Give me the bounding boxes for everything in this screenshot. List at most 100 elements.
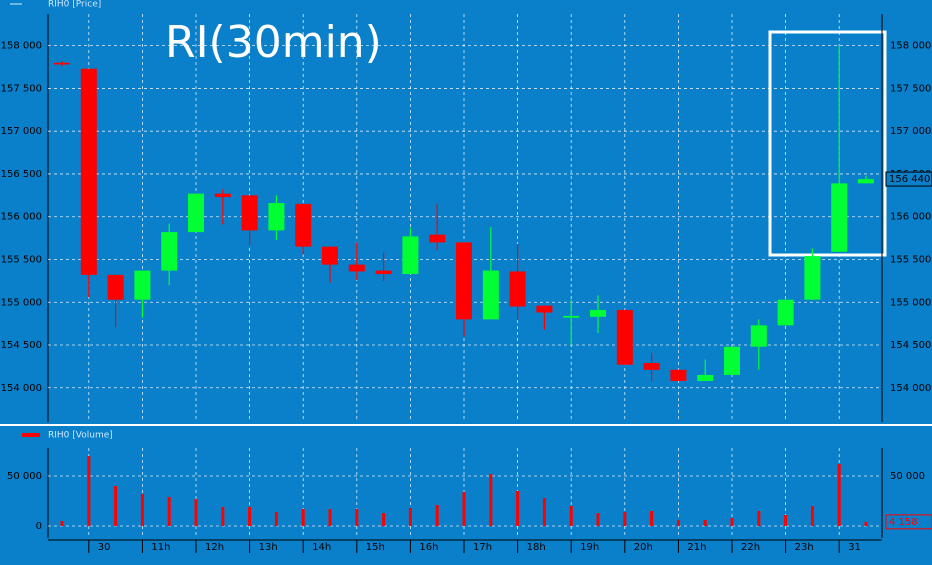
- candle-body: [831, 183, 848, 252]
- volume-bar: [140, 494, 144, 526]
- candle-body: [375, 270, 392, 275]
- volume-bar: [542, 498, 546, 526]
- volume-bar: [435, 505, 439, 526]
- volume-bar: [864, 521, 868, 526]
- volume-bar: [382, 513, 386, 526]
- legend-label: RIH0 [Volume]: [48, 431, 113, 441]
- candle-body: [161, 232, 178, 271]
- x-tick-label: 23h: [795, 542, 814, 553]
- y-tick-label: 154 500: [1, 340, 42, 351]
- last-value-box: [885, 171, 932, 187]
- highlight-box: [768, 30, 887, 257]
- x-tick-label: 12h: [205, 542, 224, 553]
- volume-bar: [114, 486, 118, 526]
- last-value-label: 156 440: [889, 174, 930, 185]
- candle-body: [804, 256, 821, 300]
- x-tick-label: 21h: [687, 542, 706, 553]
- volume-bar: [596, 513, 600, 526]
- volume-bar: [784, 515, 788, 526]
- candle-body: [402, 236, 419, 275]
- candle-body: [214, 193, 231, 198]
- candle-body: [563, 315, 580, 318]
- x-tick-label: 30: [98, 542, 111, 553]
- y-tick-label: 155 500: [1, 254, 42, 265]
- y-tick-label: 50 000: [7, 471, 42, 482]
- candle-body: [429, 234, 446, 243]
- candle-body: [777, 299, 794, 326]
- volume-bar: [194, 499, 198, 526]
- x-tick-label: 19h: [580, 542, 599, 553]
- volume-bar: [301, 509, 305, 526]
- last-value-label: 4 158: [889, 517, 918, 528]
- y-tick-label: 50 000: [890, 471, 925, 482]
- y-tick-label: 157 000: [890, 126, 931, 137]
- candle-body: [590, 309, 606, 317]
- candle-body: [268, 203, 285, 231]
- candle-body: [134, 270, 151, 300]
- volume-bar: [650, 511, 654, 526]
- x-tick-label: 15h: [366, 542, 385, 553]
- x-tick-label: 16h: [419, 542, 438, 553]
- volume-bar: [355, 509, 359, 526]
- candle-body: [724, 346, 740, 375]
- y-tick-label: 156 500: [1, 169, 42, 180]
- x-tick-label: 17h: [473, 542, 492, 553]
- candle-body: [295, 203, 312, 247]
- volume-bar: [328, 509, 332, 526]
- y-tick-label: 155 000: [890, 297, 931, 308]
- candle-body: [858, 179, 874, 184]
- volume-bar: [274, 512, 278, 526]
- volume-bar: [248, 507, 252, 526]
- volume-bar: [462, 492, 466, 526]
- volume-bar: [703, 520, 707, 526]
- y-tick-label: 154 000: [890, 383, 931, 394]
- volume-bar: [60, 521, 64, 526]
- volume-bar: [489, 474, 493, 526]
- y-tick-label: 158 000: [890, 41, 931, 52]
- y-tick-label: 0: [36, 521, 42, 532]
- y-tick-label: 155 000: [1, 297, 42, 308]
- candle-body: [697, 374, 714, 381]
- volume-bar: [810, 506, 814, 526]
- volume-bar: [676, 520, 680, 526]
- legend-swatch: [22, 433, 40, 437]
- x-tick-label: 22h: [741, 542, 760, 553]
- candle-body: [643, 362, 660, 370]
- volume-bar: [408, 508, 412, 526]
- volume-bar: [167, 497, 171, 526]
- legend-label: RIH0 [Price]: [48, 0, 101, 10]
- volume-bar: [757, 511, 761, 526]
- volume-bar: [569, 506, 573, 526]
- candle-body: [456, 242, 472, 320]
- volume-bar: [623, 512, 627, 526]
- x-tick-label: 13h: [259, 542, 278, 553]
- volume-bar: [837, 464, 841, 526]
- candle-body: [241, 195, 258, 231]
- candle-body: [80, 68, 97, 275]
- volume-bar: [730, 518, 734, 526]
- y-tick-label: 154 500: [890, 340, 931, 351]
- candle-body: [616, 309, 633, 365]
- candle-body: [509, 271, 526, 307]
- y-tick-label: 157 500: [1, 83, 42, 94]
- y-tick-label: 157 500: [890, 83, 931, 94]
- candle-body: [536, 305, 553, 313]
- chart-title: RI(30min): [165, 17, 382, 68]
- x-tick-label: 18h: [527, 542, 546, 553]
- volume-bar: [87, 456, 91, 526]
- y-tick-label: 155 500: [890, 254, 931, 265]
- candle-body: [750, 325, 767, 347]
- y-tick-label: 154 000: [1, 383, 42, 394]
- candle-body: [670, 369, 687, 381]
- candle-body: [107, 274, 124, 300]
- y-tick-label: 157 000: [1, 126, 42, 137]
- candle-body: [322, 246, 338, 265]
- x-tick-label: 14h: [312, 542, 331, 553]
- candle-body: [482, 270, 499, 320]
- volume-bar: [516, 491, 520, 526]
- y-tick-label: 158 000: [1, 41, 42, 52]
- candle-body: [188, 193, 204, 233]
- candle-body: [348, 264, 365, 272]
- x-tick-label: 31: [848, 542, 861, 553]
